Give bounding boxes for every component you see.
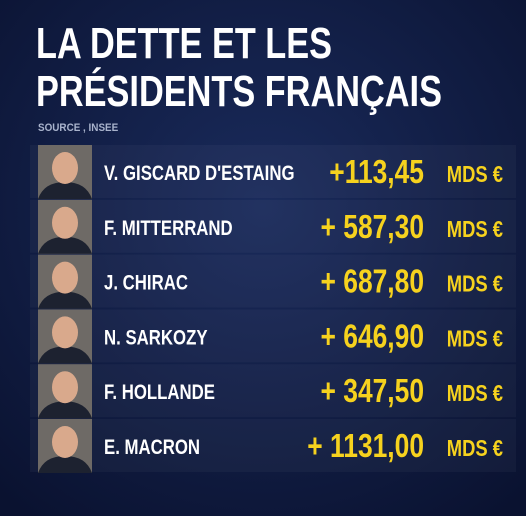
president-name: V. GISCARD D'ESTAING <box>104 162 295 185</box>
portrait-body <box>38 401 92 419</box>
portrait-body <box>38 182 92 199</box>
debt-unit: MDS € <box>447 436 504 461</box>
portrait-face <box>52 206 78 239</box>
debt-amount: + 1131,00 <box>307 428 424 464</box>
portrait <box>38 309 92 364</box>
debt-unit: MDS € <box>447 217 504 242</box>
debt-amount: + 646,90 <box>321 319 424 355</box>
president-name: E. MACRON <box>104 436 200 459</box>
portrait <box>38 419 92 473</box>
portrait-body <box>38 236 92 254</box>
president-name: F. MITTERRAND <box>104 217 233 240</box>
row-band <box>30 200 516 253</box>
president-name: J. CHIRAC <box>104 272 188 295</box>
portrait-body <box>38 291 92 309</box>
portrait-face <box>52 316 78 349</box>
president-name: F. HOLLANDE <box>104 382 215 405</box>
debt-unit: MDS € <box>447 162 504 187</box>
debt-unit: MDS € <box>447 272 504 297</box>
debt-amount: + 587,30 <box>321 209 424 245</box>
title-line: PRÉSIDENTS FRANÇAIS <box>36 67 442 116</box>
title-line: LA DETTE ET LES <box>36 19 332 68</box>
row-band <box>30 309 516 362</box>
portrait <box>38 199 92 254</box>
portrait <box>38 364 92 419</box>
debt-unit: MDS € <box>447 381 504 406</box>
source: SOURCE , INSEE <box>38 123 118 135</box>
portrait-body <box>38 346 92 364</box>
portrait-face <box>52 152 78 184</box>
portrait <box>38 145 92 199</box>
portrait <box>38 254 92 309</box>
portrait-face <box>52 261 78 294</box>
portrait-face <box>52 426 78 458</box>
portrait-body <box>38 456 92 473</box>
portrait-face <box>52 371 78 404</box>
debt-unit: MDS € <box>447 327 504 352</box>
debt-amount: +113,45 <box>329 154 424 190</box>
debt-amount: + 347,50 <box>321 373 424 409</box>
president-name: N. SARKOZY <box>104 327 208 350</box>
row-band <box>30 255 516 308</box>
row-band <box>30 419 516 472</box>
debt-amount: + 687,80 <box>321 264 424 300</box>
row-band <box>30 364 516 417</box>
